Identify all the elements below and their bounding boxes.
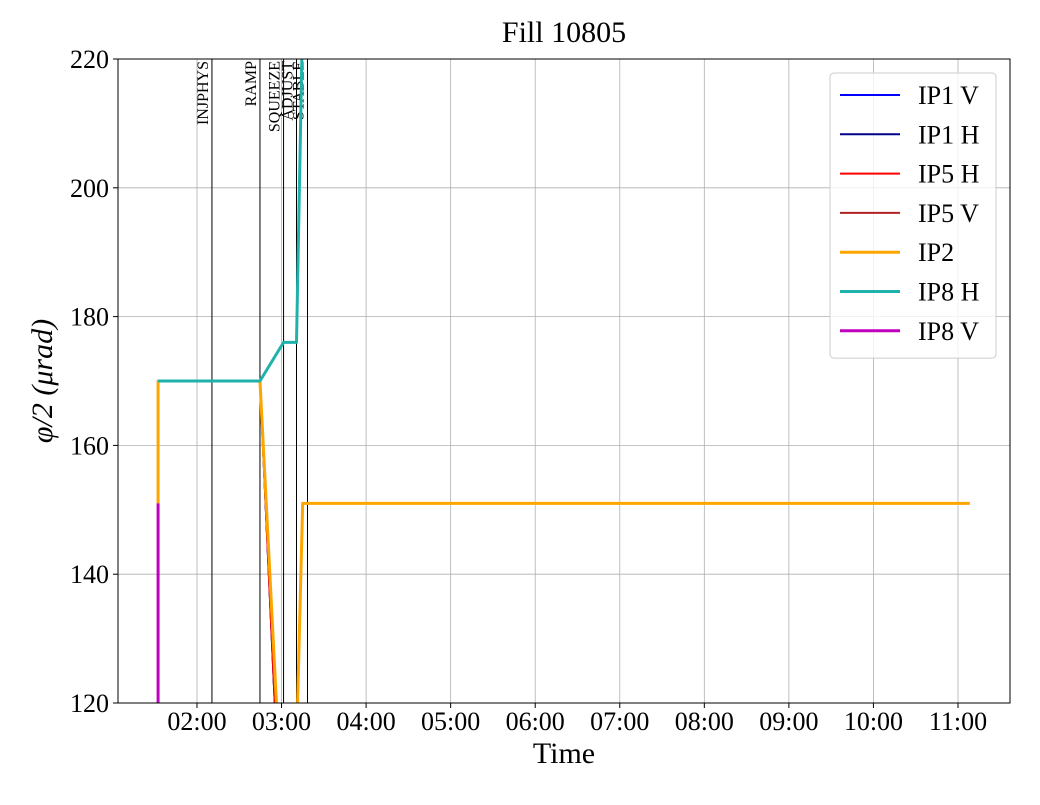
legend-label: IP5 V <box>918 199 979 228</box>
plot-frame <box>117 58 1011 704</box>
phase-label: INJPHYS <box>195 61 212 125</box>
legend-label: IP1 V <box>918 81 979 110</box>
x-tick-label: 09:00 <box>759 707 818 736</box>
y-tick-label: 180 <box>70 303 109 332</box>
x-tick-label: 03:00 <box>252 707 311 736</box>
y-tick-label: 160 <box>70 431 109 460</box>
y-tick-label: 120 <box>70 689 109 718</box>
x-axis-label: Time <box>533 737 595 770</box>
phase-label: SQUEEZE <box>267 61 284 132</box>
x-tick-label: 06:00 <box>506 707 565 736</box>
legend-label: IP5 H <box>918 160 980 189</box>
series-line <box>158 59 304 383</box>
x-tick-label: 11:00 <box>929 707 987 736</box>
x-tick-label: 08:00 <box>675 707 734 736</box>
x-tick-label: 10:00 <box>844 707 903 736</box>
legend-label: IP8 H <box>918 278 980 307</box>
x-tick-label: 04:00 <box>336 707 395 736</box>
chart-title: Fill 10805 <box>502 16 626 49</box>
x-tick-label: 02:00 <box>167 707 226 736</box>
legend-box <box>829 72 997 359</box>
legend-label: IP8 V <box>918 317 979 346</box>
y-tick-label: 140 <box>70 560 109 589</box>
plot-lines <box>156 59 970 703</box>
y-tick-label: 220 <box>70 45 109 74</box>
legend: IP1 V IP1 H IP5 H IP5 V IP2 IP8 H IP8 V <box>829 72 997 359</box>
series-line <box>156 379 970 703</box>
y-tick-label: 200 <box>70 174 109 203</box>
grid: 120 140 160 180 200 220 02:00 03:00 04:00 05:00 06… <box>70 45 1010 736</box>
legend-label: IP2 <box>918 238 954 267</box>
y-axis-label: φ/2 (μrad) <box>26 319 59 443</box>
phase-label: STABLE <box>290 61 307 120</box>
x-tick-label: 05:00 <box>421 707 480 736</box>
legend-label: IP1 H <box>918 120 980 149</box>
x-tick-label: 07:00 <box>590 707 649 736</box>
phase-label: RAMP <box>243 61 260 106</box>
phase-label: ADJUST <box>280 61 297 121</box>
